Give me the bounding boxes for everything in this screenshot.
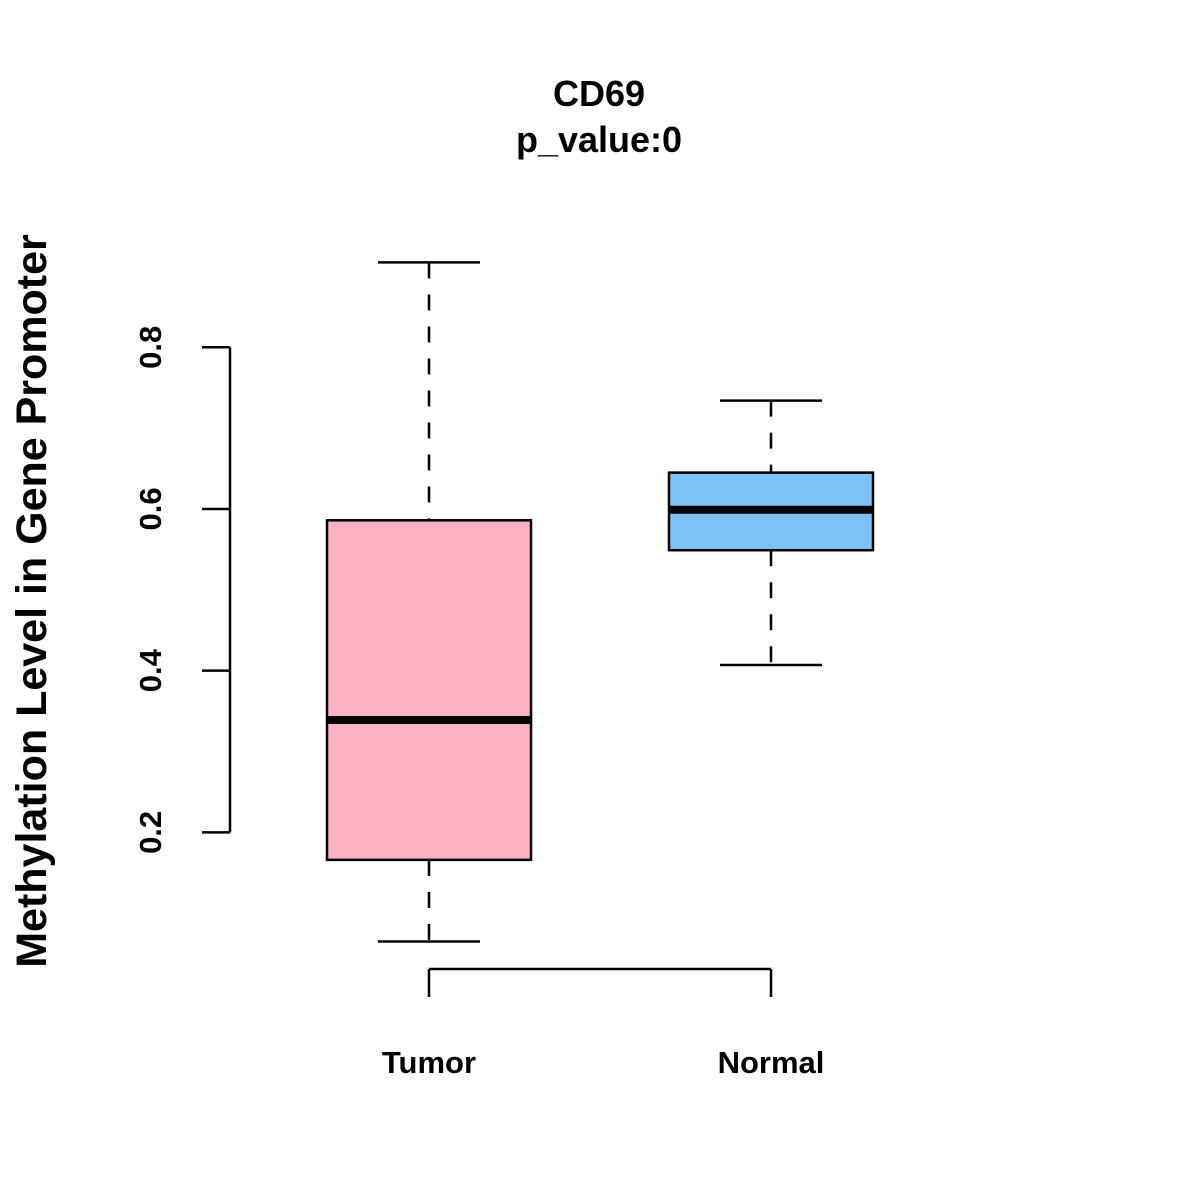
x-tick-label: Normal xyxy=(718,1045,825,1080)
chart-title: CD69 xyxy=(553,73,645,114)
x-axis: Tumor Normal xyxy=(382,967,825,1080)
x-tick-label: Tumor xyxy=(382,1045,476,1080)
boxes xyxy=(325,261,875,943)
y-tick-label: 0.4 xyxy=(133,648,168,692)
y-tick-label: 0.2 xyxy=(133,811,168,854)
y-tick-label: 0.8 xyxy=(133,326,168,369)
box-iqr xyxy=(325,519,533,862)
box-tumor xyxy=(325,261,533,943)
y-axis: 0.2 0.4 0.6 0.8 xyxy=(133,326,232,854)
box-normal xyxy=(667,399,875,667)
chart-subtitle: p_value:0 xyxy=(516,119,682,160)
y-tick-label: 0.6 xyxy=(133,487,168,530)
y-axis-label: Methylation Level in Gene Promoter xyxy=(8,234,56,968)
